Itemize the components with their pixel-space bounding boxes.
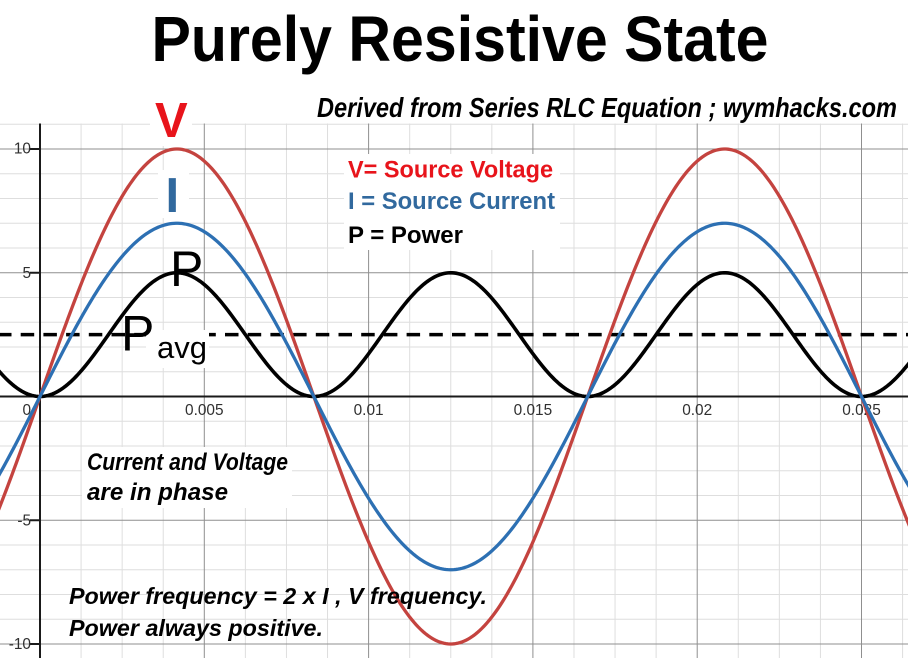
svg-text:Power always positive.: Power always positive. [69,615,323,641]
svg-text:V: V [155,94,188,148]
svg-text:avg: avg [157,330,207,365]
svg-text:Current and Voltage: Current and Voltage [87,449,288,476]
svg-text:0.025: 0.025 [842,402,881,419]
svg-text:0.015: 0.015 [514,402,553,419]
svg-text:I = Source Current: I = Source Current [348,188,555,215]
svg-text:P: P [121,306,154,362]
svg-text:-10: -10 [9,636,31,653]
svg-text:10: 10 [14,141,31,158]
svg-text:0.02: 0.02 [682,402,712,419]
svg-text:-5: -5 [17,513,31,530]
svg-text:P = Power: P = Power [348,222,463,249]
svg-text:P: P [170,241,203,297]
svg-text:are in phase: are in phase [87,479,228,506]
svg-text:V= Source Voltage: V= Source Voltage [348,157,553,184]
svg-text:0.01: 0.01 [354,402,384,419]
svg-text:Power frequency = 2 x I , V fr: Power frequency = 2 x I , V frequency. [69,583,487,609]
svg-text:Derived from Series RLC Equati: Derived from Series RLC Equation ; wymha… [317,92,897,123]
svg-text:5: 5 [22,265,31,282]
svg-text:0: 0 [22,402,31,419]
svg-text:0.005: 0.005 [185,402,224,419]
svg-text:Purely Resistive State: Purely Resistive State [152,3,769,75]
svg-text:I: I [166,169,180,223]
